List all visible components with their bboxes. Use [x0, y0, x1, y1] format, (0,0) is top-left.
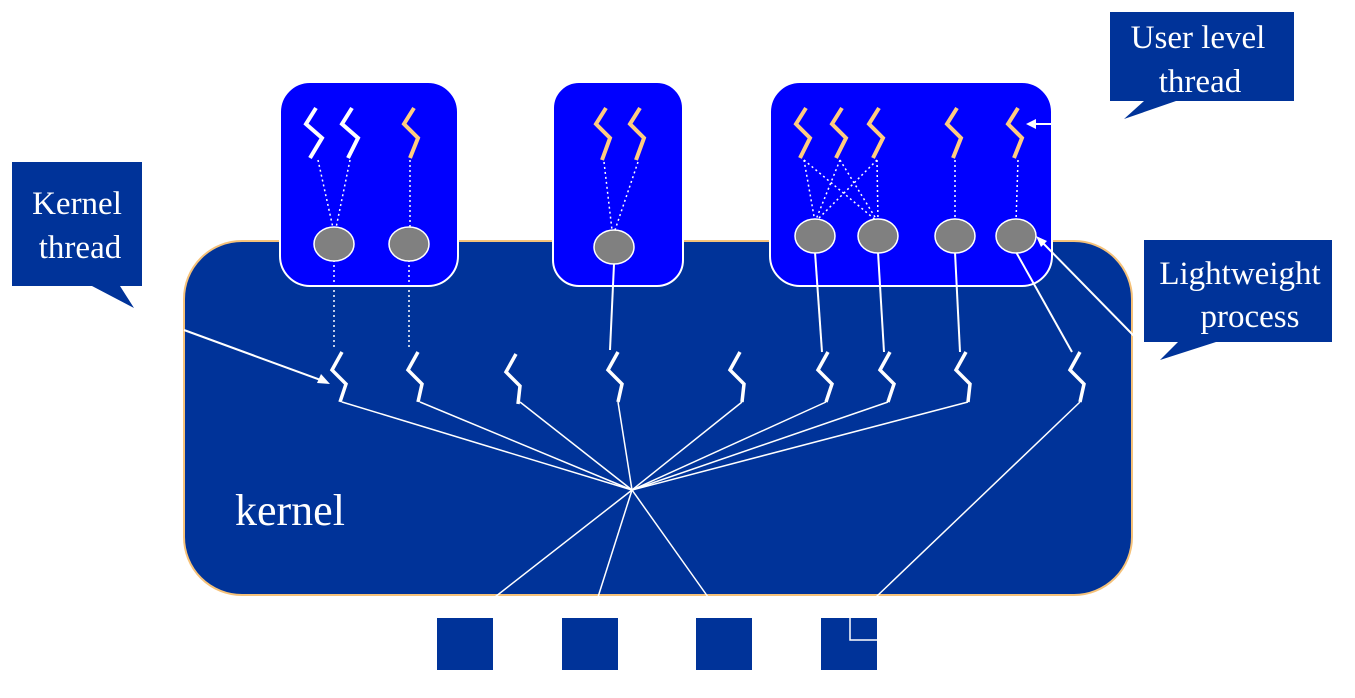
user-thread-icon	[303, 106, 325, 160]
kernel-thread-icon	[1067, 351, 1086, 403]
user-lwp-links	[317, 159, 1019, 350]
kernel-thread-icon	[727, 351, 746, 403]
callout-lwp-line2: process	[1201, 299, 1300, 335]
user-thread-icon	[593, 106, 613, 161]
lwp-1	[313, 226, 355, 262]
user-thread-icon	[866, 106, 886, 159]
user-thread-icon	[944, 106, 964, 159]
callout-lightweight-process: Lightweight process	[1144, 240, 1332, 360]
user-thread-icon	[339, 106, 361, 159]
lwp-4	[794, 218, 836, 254]
arrowhead-kernel-thread	[317, 374, 330, 384]
callout-user-thread-line1: User level	[1131, 20, 1266, 56]
kernel-thread-icon	[815, 351, 835, 403]
user-thread-icon	[829, 106, 849, 159]
process-1	[279, 81, 459, 287]
kernel-thread-icon	[329, 351, 349, 403]
kernel-thread-icon	[605, 351, 624, 403]
lwp-6	[934, 218, 976, 254]
user-thread-icon	[1005, 106, 1025, 159]
callout-lwp-line1: Lightweight	[1159, 256, 1320, 292]
user-threads	[303, 106, 1025, 161]
pointer-lightweight-process	[1039, 239, 1135, 337]
user-thread-icon	[793, 106, 813, 159]
processor-3	[696, 618, 752, 670]
process-3	[769, 81, 1053, 287]
arrowhead-lightweight-process	[1036, 236, 1047, 247]
kernel-thread-icon	[405, 351, 424, 403]
user-thread-icon	[401, 106, 421, 159]
processor-2	[562, 618, 618, 670]
lwp-7	[995, 218, 1037, 254]
arrowhead-user-level-thread	[1026, 119, 1036, 129]
lwp-kthread-links	[609, 251, 1073, 353]
callout-kernel-thread: Kernel thread	[12, 162, 142, 308]
kernel-threads	[329, 351, 1086, 405]
lwp-3	[593, 229, 635, 265]
kthread-scheduler-links	[341, 401, 1081, 598]
callout-user-thread-line2: thread	[1159, 64, 1242, 100]
kernel-thread-icon	[877, 351, 897, 403]
lwp-2	[388, 226, 430, 262]
callout-kernel-thread-line1: Kernel	[32, 186, 122, 222]
lwp-5	[857, 218, 899, 254]
kernel-box	[183, 240, 1133, 596]
processor-1	[437, 618, 493, 670]
processors	[437, 618, 877, 670]
callout-user-level-thread: User level thread	[1110, 12, 1294, 119]
process-2	[552, 81, 684, 287]
callout-kernel-thread-line2: thread	[39, 230, 122, 266]
user-thread-icon	[627, 106, 647, 161]
lwps	[313, 218, 1037, 265]
kernel-thread-icon	[953, 351, 972, 403]
kernel-label: kernel	[235, 486, 345, 535]
processor-4	[821, 618, 877, 670]
kernel-thread-icon	[503, 353, 522, 405]
processor-4-mark	[849, 618, 878, 641]
pointer-kernel-thread	[183, 329, 327, 383]
